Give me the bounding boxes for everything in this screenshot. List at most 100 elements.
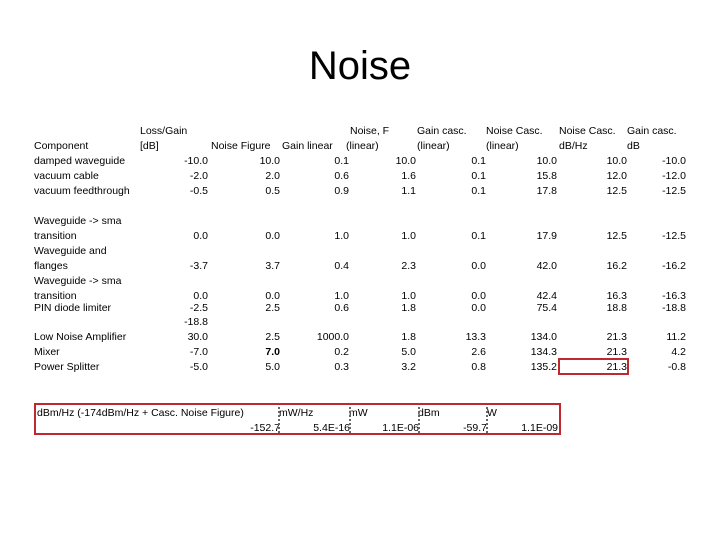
- gain-casc-cell: 0.8: [471, 361, 486, 373]
- header-noise-casc-unit: (linear): [486, 140, 519, 152]
- component-name: Mixer: [34, 346, 60, 358]
- noise-casc-cell: 42.4: [536, 290, 557, 302]
- noise-casc-db-cell: 12.0: [606, 170, 627, 182]
- separator-dot: [278, 427, 280, 429]
- summary-mw-value: 1.1E-06: [382, 422, 419, 434]
- noise-figure-cell: 0.0: [265, 290, 280, 302]
- noise-figure-cell: 5.0: [265, 361, 280, 373]
- gain-casc-cell: 2.6: [471, 346, 486, 358]
- gain-casc-cell: 0.1: [471, 170, 486, 182]
- gain-casc-cell: 0.1: [471, 185, 486, 197]
- header-loss-gain: Loss/Gain: [140, 125, 188, 137]
- loss-gain-cell: -2.0: [189, 170, 208, 182]
- header-noise-casc-db: Noise Casc.: [559, 125, 616, 137]
- loss-gain-cell: -7.0: [189, 346, 208, 358]
- separator-dot: [418, 419, 420, 421]
- noise-casc-db-cell: 21.3: [606, 361, 627, 373]
- summary-mw-label: mW: [349, 407, 368, 419]
- separator-dot: [349, 423, 351, 425]
- separator-dot: [418, 427, 420, 429]
- separator-dot: [486, 427, 488, 429]
- separator-dot: [349, 411, 351, 413]
- component-name: Low Noise Amplifier: [34, 331, 127, 343]
- loss-gain-cell: -0.5: [189, 185, 208, 197]
- component-name: vacuum feedthrough: [34, 185, 130, 197]
- separator-dot: [418, 431, 420, 433]
- separator-dot: [486, 431, 488, 433]
- separator-dot: [349, 427, 351, 429]
- gain-casc-db-cell: -12.5: [662, 230, 686, 242]
- separator-dot: [278, 431, 280, 433]
- separator-dot: [418, 407, 420, 409]
- gain-casc-db-cell: -18.8: [662, 302, 686, 314]
- noise-figure-cell: 2.5: [265, 302, 280, 314]
- noise-figure-cell: 0.0: [265, 230, 280, 242]
- header-gain-casc-db: Gain casc.: [627, 125, 677, 137]
- noise-casc-db-cell: 21.3: [606, 346, 627, 358]
- gain-casc-db-cell: -16.3: [662, 290, 686, 302]
- summary-dbm-value: -59.7: [463, 422, 487, 434]
- separator-dot: [486, 411, 488, 413]
- noise-casc-db-cell: 16.3: [606, 290, 627, 302]
- gain-linear-cell: 0.2: [334, 346, 349, 358]
- separator-dot: [486, 423, 488, 425]
- separator-dot: [349, 431, 351, 433]
- noise-casc-cell: 135.2: [530, 361, 557, 373]
- header-noise-f-unit: (linear): [346, 140, 379, 152]
- gain-linear-cell: 0.4: [334, 260, 349, 272]
- separator-dot: [349, 415, 351, 417]
- gain-casc-db-cell: -0.8: [667, 361, 686, 373]
- summary-dbm-hz-value: -152.7: [250, 422, 280, 434]
- noise-casc-cell: 42.0: [536, 260, 557, 272]
- summary-mw-hz-value: 5.4E-16: [313, 422, 350, 434]
- noise-figure-cell: 2.0: [265, 170, 280, 182]
- noise-figure-cell: 10.0: [259, 155, 280, 167]
- separator-dot: [349, 407, 351, 409]
- noise-casc-db-cell: 12.5: [606, 185, 627, 197]
- gain-linear-cell: 1.0: [334, 290, 349, 302]
- noise-f-cell: 10.0: [395, 155, 416, 167]
- separator-dot: [486, 419, 488, 421]
- separator-dot: [418, 423, 420, 425]
- component-name: Waveguide -> sma: [34, 215, 122, 227]
- gain-casc-cell: 0.0: [471, 302, 486, 314]
- gain-casc-db-cell: 4.2: [671, 346, 686, 358]
- loss-gain-cell: -18.8: [184, 316, 208, 328]
- loss-gain-cell: 30.0: [187, 331, 208, 343]
- noise-f-cell: 1.8: [401, 331, 416, 343]
- summary-w-label: W: [487, 407, 497, 419]
- noise-casc-db-cell: 12.5: [606, 230, 627, 242]
- gain-casc-db-cell: -12.0: [662, 170, 686, 182]
- gain-casc-cell: 13.3: [465, 331, 486, 343]
- noise-casc-cell: 17.9: [536, 230, 557, 242]
- component-name: damped waveguide: [34, 155, 126, 167]
- separator-dot: [278, 407, 280, 409]
- noise-casc-db-cell: 18.8: [606, 302, 627, 314]
- gain-casc-cell: 0.0: [471, 290, 486, 302]
- separator-dot: [349, 419, 351, 421]
- loss-gain-cell: -2.5: [189, 302, 208, 314]
- noise-f-cell: 1.0: [401, 290, 416, 302]
- component-name-line2: transition: [34, 290, 77, 302]
- noise-casc-cell: 134.3: [530, 346, 557, 358]
- component-name: Power Splitter: [34, 361, 100, 373]
- separator-dot: [486, 407, 488, 409]
- loss-gain-cell: 0.0: [193, 290, 208, 302]
- gain-casc-db-cell: -12.5: [662, 185, 686, 197]
- separator-dot: [418, 415, 420, 417]
- noise-f-cell: 5.0: [401, 346, 416, 358]
- gain-linear-cell: 1.0: [334, 230, 349, 242]
- noise-casc-cell: 134.0: [530, 331, 557, 343]
- summary-mw-hz-label: mW/Hz: [279, 407, 314, 419]
- component-name: vacuum cable: [34, 170, 99, 182]
- header-gain-casc-db-unit: dB: [627, 140, 640, 152]
- component-name-line2: transition: [34, 230, 77, 242]
- noise-f-cell: 1.8: [401, 302, 416, 314]
- loss-gain-cell: 0.0: [193, 230, 208, 242]
- noise-figure-cell: 2.5: [265, 331, 280, 343]
- header-component: Component: [34, 140, 89, 152]
- separator-dot: [418, 411, 420, 413]
- separator-dot: [486, 415, 488, 417]
- gain-casc-db-cell: -10.0: [662, 155, 686, 167]
- loss-gain-cell: -10.0: [184, 155, 208, 167]
